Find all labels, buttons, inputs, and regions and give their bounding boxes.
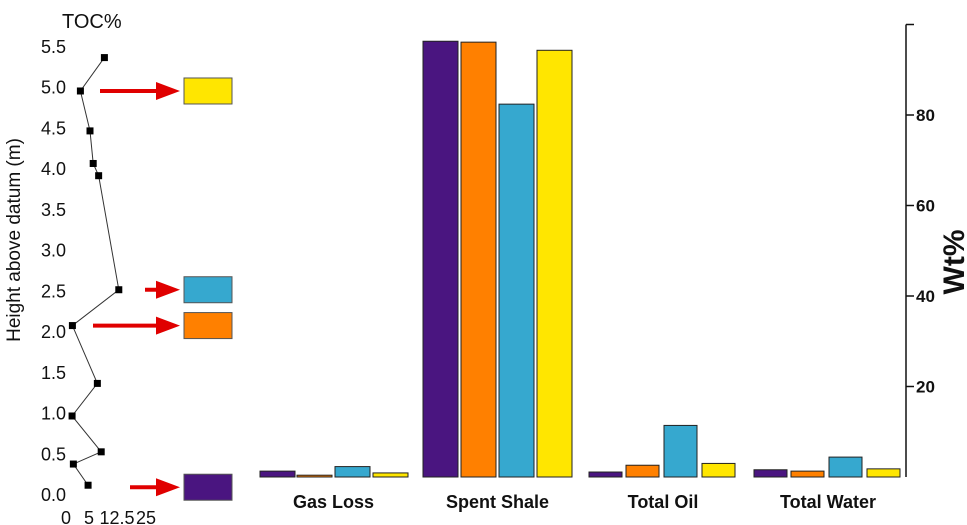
toc-point <box>68 322 76 330</box>
toc-point <box>76 87 84 95</box>
bars <box>259 40 901 478</box>
red-arrow-head <box>156 81 180 100</box>
bar <box>663 424 698 478</box>
category-label: Total Water <box>780 492 876 512</box>
sample-color-swatch <box>183 312 233 340</box>
toc-tick-label: 12.5 <box>99 508 134 525</box>
bar <box>753 469 788 478</box>
sample-color-swatch <box>183 276 233 304</box>
wt-tick-label: 80 <box>916 106 935 125</box>
wt-tick-label: 60 <box>916 197 935 216</box>
bar <box>372 472 409 478</box>
sample-color-swatch <box>183 77 233 105</box>
red-arrow-head <box>156 280 180 299</box>
red-arrow-head <box>156 316 180 335</box>
toc-title: TOC% <box>62 11 122 33</box>
toc-point <box>100 54 108 62</box>
height-tick-label: 5.0 <box>41 78 66 98</box>
height-tick-label: 4.5 <box>41 118 66 138</box>
height-tick-label: 3.0 <box>41 241 66 261</box>
bar <box>701 462 736 478</box>
toc-tick-label: 0 <box>61 508 71 525</box>
category-label: Gas Loss <box>293 492 374 512</box>
bar <box>422 40 459 478</box>
category-label: Spent Shale <box>446 492 549 512</box>
toc-point <box>95 172 103 180</box>
height-tick-label: 1.5 <box>41 363 66 383</box>
red-arrow-head <box>156 478 180 497</box>
bar <box>498 103 535 478</box>
height-tick-label: 0.0 <box>41 485 66 505</box>
height-axis-ticks: 0.0 0.5 1.0 1.5 2.0 2.5 3.0 3.5 4.0 4.5 5.0 5.5 <box>41 37 66 505</box>
height-tick-label: 3.5 <box>41 200 66 220</box>
height-tick-label: 2.5 <box>41 281 66 301</box>
toc-point <box>97 448 105 456</box>
category-labels: Gas Loss Spent Shale Total Oil Total Water <box>293 492 876 512</box>
height-tick-label: 5.5 <box>41 37 66 57</box>
toc-point <box>115 286 123 294</box>
sample-color-swatch <box>183 473 233 501</box>
bar <box>259 470 296 478</box>
sample-arrows <box>93 77 233 501</box>
height-tick-label: 0.5 <box>41 444 66 464</box>
wt-axis-ticks: 20 40 60 80 <box>906 23 935 397</box>
category-label: Total Oil <box>628 492 699 512</box>
toc-point <box>93 379 101 387</box>
toc-profile-line <box>71 57 120 486</box>
toc-point <box>84 481 92 489</box>
wt-tick-label: 20 <box>916 378 935 397</box>
bar <box>790 470 825 478</box>
toc-point <box>86 127 94 135</box>
toc-axis-ticks: 0 5 12.5 25 <box>61 508 156 525</box>
height-tick-label: 4.0 <box>41 159 66 179</box>
toc-height-plot: TOC% Height above datum (m) 0.0 0.5 1.0 1.5… <box>4 11 233 525</box>
bar <box>866 468 901 478</box>
height-tick-label: 1.0 <box>41 404 66 424</box>
wt-percent-bar-chart: 20 40 60 80 Wt% Gas Loss Spent Shale Total Oi… <box>259 23 967 512</box>
bar <box>536 49 573 478</box>
bar <box>828 456 863 478</box>
toc-point <box>89 159 97 167</box>
wt-axis-label: Wt% <box>938 230 967 295</box>
wt-tick-label: 40 <box>916 287 935 306</box>
toc-point <box>69 460 77 468</box>
toc-point <box>68 412 76 420</box>
bar <box>460 41 497 478</box>
bar <box>588 471 623 478</box>
toc-tick-label: 25 <box>136 508 156 525</box>
height-tick-label: 2.0 <box>41 322 66 342</box>
height-axis-label: Height above datum (m) <box>4 138 25 342</box>
bar <box>625 464 660 478</box>
bar <box>334 466 371 478</box>
bar <box>296 474 333 478</box>
toc-tick-label: 5 <box>84 508 94 525</box>
toc-points <box>68 54 123 489</box>
